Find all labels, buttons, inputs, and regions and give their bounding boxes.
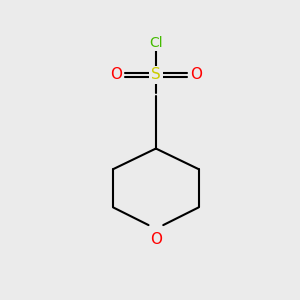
Text: Cl: Cl [149, 35, 163, 50]
Text: O: O [110, 68, 122, 82]
Text: O: O [190, 68, 202, 82]
Text: S: S [151, 68, 161, 82]
Text: O: O [150, 232, 162, 247]
